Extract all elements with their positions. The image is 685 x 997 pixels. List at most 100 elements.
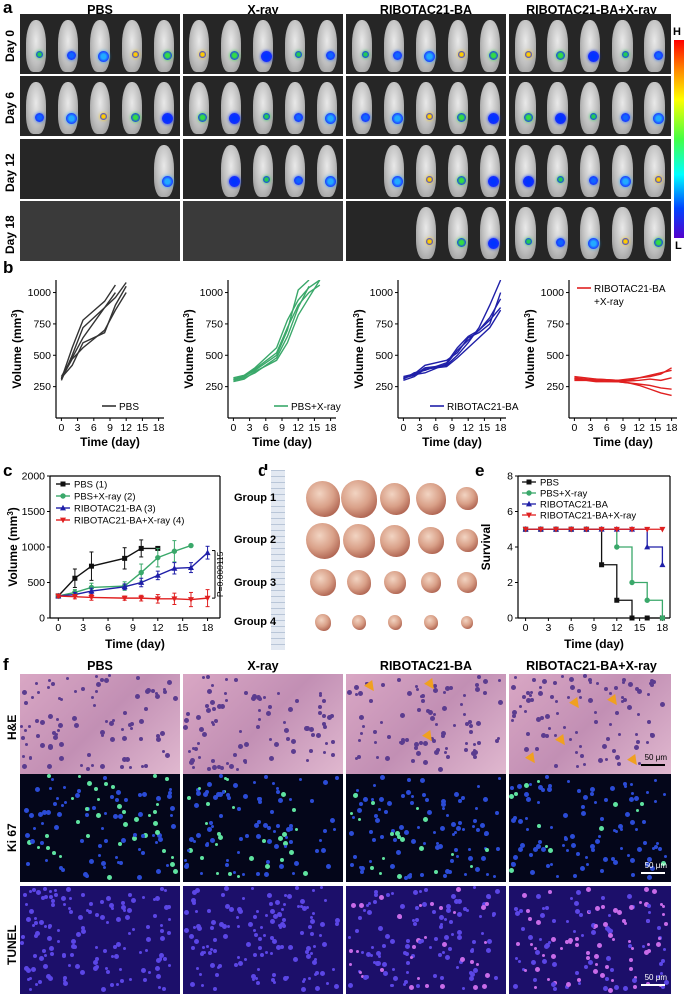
cell-nucleus [184, 858, 188, 862]
cell-nucleus [69, 909, 74, 914]
ki67-stain-image: 50 μm [509, 774, 671, 882]
cell-nucleus [218, 835, 224, 841]
cell-nucleus [309, 932, 314, 937]
cell-nucleus [43, 964, 49, 970]
cell-nucleus [167, 680, 173, 686]
cell-nucleus [54, 825, 60, 831]
y-tick-label: 500 [27, 577, 45, 589]
marker [598, 526, 605, 533]
cell-nucleus [237, 906, 243, 912]
cell-nucleus [124, 756, 130, 762]
cell-nucleus [585, 886, 591, 892]
x-tick-label: 18 [325, 422, 337, 434]
cell-nucleus [162, 689, 167, 694]
cell-nucleus [24, 903, 28, 907]
cell-nucleus [123, 946, 127, 950]
cell-nucleus [553, 764, 558, 769]
scale-bar [641, 764, 665, 766]
y-axis-label-end: ) [523, 309, 537, 313]
cell-nucleus [89, 901, 94, 906]
cell-nucleus [606, 737, 611, 742]
cell-nucleus [309, 799, 314, 804]
cell-nucleus [475, 686, 481, 692]
legend-label: PBS [540, 478, 559, 489]
cell-nucleus [554, 734, 558, 738]
cell-nucleus [283, 844, 287, 848]
cell-nucleus [513, 983, 519, 989]
x-tick-label: 18 [657, 622, 669, 634]
cell-nucleus [548, 890, 552, 895]
cell-nucleus [171, 823, 177, 829]
cell-nucleus [645, 741, 649, 745]
cell-nucleus [653, 778, 657, 782]
cell-nucleus [273, 829, 277, 833]
cell-nucleus [595, 963, 599, 967]
y-axis-label-sup: 3 [182, 313, 191, 318]
x-tick-label: 6 [604, 422, 610, 434]
marker [88, 595, 95, 601]
mouse [612, 20, 633, 72]
tumor-signal [653, 238, 663, 248]
marker [526, 500, 532, 507]
tumor-signal [228, 113, 240, 125]
cell-nucleus [162, 956, 167, 961]
cell-nucleus [142, 792, 148, 798]
y-axis-label-end: ) [10, 309, 24, 313]
cell-nucleus [612, 749, 617, 754]
cell-nucleus [193, 802, 199, 808]
cell-nucleus [237, 850, 241, 854]
cell-nucleus [463, 907, 468, 912]
cell-nucleus [26, 917, 32, 923]
y-tick-label: 1000 [22, 542, 46, 554]
cell-nucleus [514, 676, 518, 680]
mouse [415, 82, 437, 134]
cell-nucleus [567, 937, 573, 943]
cell-nucleus [634, 795, 640, 801]
panel-label-b: b [3, 258, 14, 277]
cell-nucleus [109, 902, 115, 908]
cell-nucleus [99, 914, 105, 920]
cell-nucleus [614, 755, 620, 761]
cell-nucleus [264, 864, 270, 870]
cell-nucleus [400, 793, 405, 798]
marker [154, 596, 161, 603]
cell-nucleus [256, 820, 261, 825]
cell-nucleus [355, 757, 359, 761]
cell-nucleus [209, 699, 215, 705]
cell-nucleus [38, 812, 44, 818]
cell-nucleus [140, 833, 145, 838]
cell-nucleus [217, 765, 222, 770]
cell-nucleus [419, 904, 423, 908]
cell-nucleus [482, 679, 488, 685]
tumor-signal [456, 238, 466, 248]
cell-nucleus [232, 752, 237, 757]
legend-label: PBS (1) [74, 480, 107, 491]
cell-nucleus [303, 870, 309, 876]
cell-nucleus [241, 897, 245, 901]
cell-nucleus [253, 822, 259, 828]
cell-nucleus [457, 821, 462, 826]
cell-nucleus [279, 857, 284, 862]
cell-nucleus [356, 950, 360, 954]
cell-nucleus [433, 688, 439, 694]
cell-nucleus [635, 733, 638, 737]
panel-label-a: a [3, 0, 13, 17]
cell-nucleus [36, 846, 40, 850]
cell-nucleus [613, 686, 618, 691]
cell-nucleus [405, 943, 411, 949]
tumor-signal [228, 176, 240, 188]
cell-nucleus [168, 917, 172, 921]
cell-nucleus [48, 895, 53, 900]
cell-nucleus [183, 864, 189, 870]
cell-nucleus [101, 734, 105, 738]
cell-nucleus [121, 757, 127, 763]
cell-nucleus [282, 975, 288, 981]
cell-nucleus [304, 726, 310, 732]
mouse [25, 82, 47, 134]
cell-nucleus [386, 892, 390, 897]
cell-nucleus [143, 763, 148, 768]
cell-nucleus [233, 871, 236, 875]
cell-nucleus [536, 717, 542, 723]
cell-nucleus [52, 734, 58, 740]
